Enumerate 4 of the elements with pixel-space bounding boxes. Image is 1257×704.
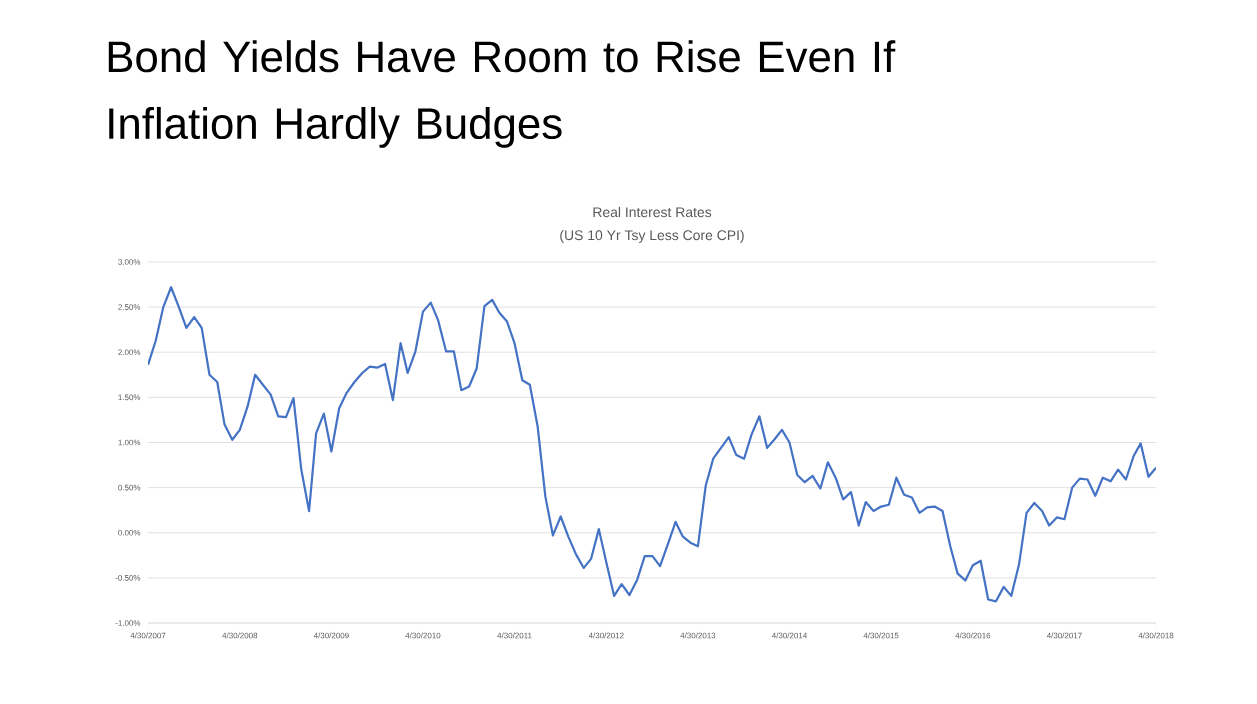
chart-title: Bond Yields Have Room to Rise Even If Inflation Hardly Budges [108,40,896,148]
line-series [148,286,1157,603]
text: (US 10 Yr Tsy Less Core CPI) [560,229,744,243]
chart-subtitle: Real Interest Rates [593,206,712,218]
